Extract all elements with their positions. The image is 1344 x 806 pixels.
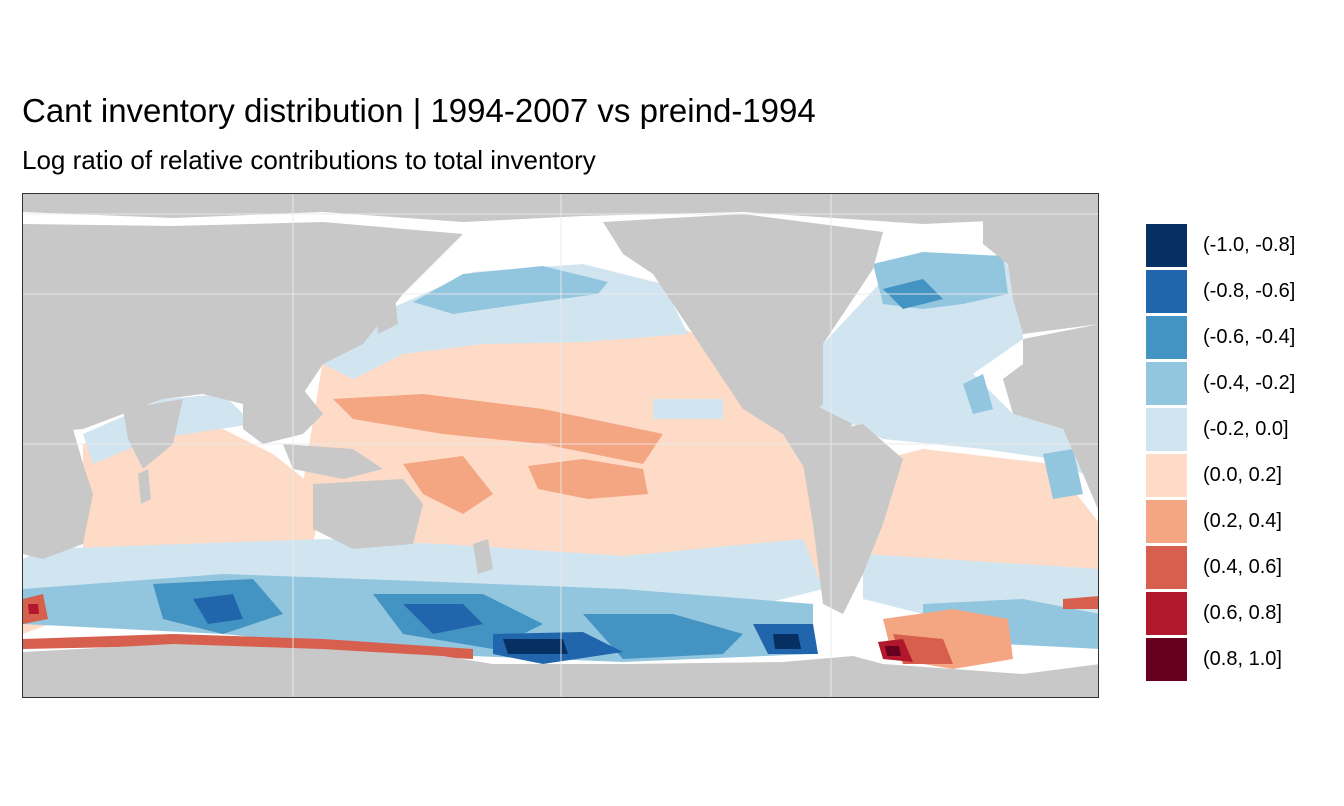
ocean-layer-minus1.0-minus0.8 [503, 634, 801, 654]
legend-label: (0.4, 0.6] [1203, 556, 1282, 578]
map-title: Cant inventory distribution | 1994-2007 … [22, 92, 816, 129]
gridlines [23, 194, 1098, 697]
legend-item: (-1.0, -0.8] [1146, 224, 1336, 267]
legend-item: (0.4, 0.6] [1146, 546, 1336, 589]
legend-swatch [1146, 546, 1187, 589]
legend-swatch [1146, 638, 1187, 681]
ocean-layer-0.6-1.0 [28, 604, 913, 662]
legend-item: (-0.8, -0.6] [1146, 270, 1336, 313]
ocean-map [23, 194, 1098, 697]
legend-item: (0.2, 0.4] [1146, 500, 1336, 543]
legend-label: (0.6, 0.8] [1203, 602, 1282, 624]
legend-label: (0.0, 0.2] [1203, 464, 1282, 486]
map-subtitle: Log ratio of relative contributions to t… [22, 145, 596, 175]
legend-swatch [1146, 362, 1187, 405]
legend-item: (-0.4, -0.2] [1146, 362, 1336, 405]
legend-label: (0.2, 0.4] [1203, 510, 1282, 532]
legend-swatch [1146, 270, 1187, 313]
map-panel [22, 193, 1099, 698]
legend-swatch [1146, 500, 1187, 543]
ocean-layer-0.2-0.4 [333, 394, 1013, 669]
legend-label: (-0.4, -0.2] [1203, 372, 1296, 394]
legend-item: (0.8, 1.0] [1146, 638, 1336, 681]
legend-label: (-0.2, 0.0] [1203, 418, 1289, 440]
legend-swatch [1146, 454, 1187, 497]
legend-item: (-0.2, 0.0] [1146, 408, 1336, 451]
legend-swatch [1146, 316, 1187, 359]
legend-label: (-0.8, -0.6] [1203, 280, 1296, 302]
legend-item: (0.0, 0.2] [1146, 454, 1336, 497]
legend-label: (-0.6, -0.4] [1203, 326, 1296, 348]
legend-item: (-0.6, -0.4] [1146, 316, 1336, 359]
legend-label: (-1.0, -0.8] [1203, 234, 1296, 256]
legend-swatch [1146, 592, 1187, 635]
legend-item: (0.6, 0.8] [1146, 592, 1336, 635]
legend-label: (0.8, 1.0] [1203, 648, 1282, 670]
legend-swatch [1146, 224, 1187, 267]
legend-swatch [1146, 408, 1187, 451]
